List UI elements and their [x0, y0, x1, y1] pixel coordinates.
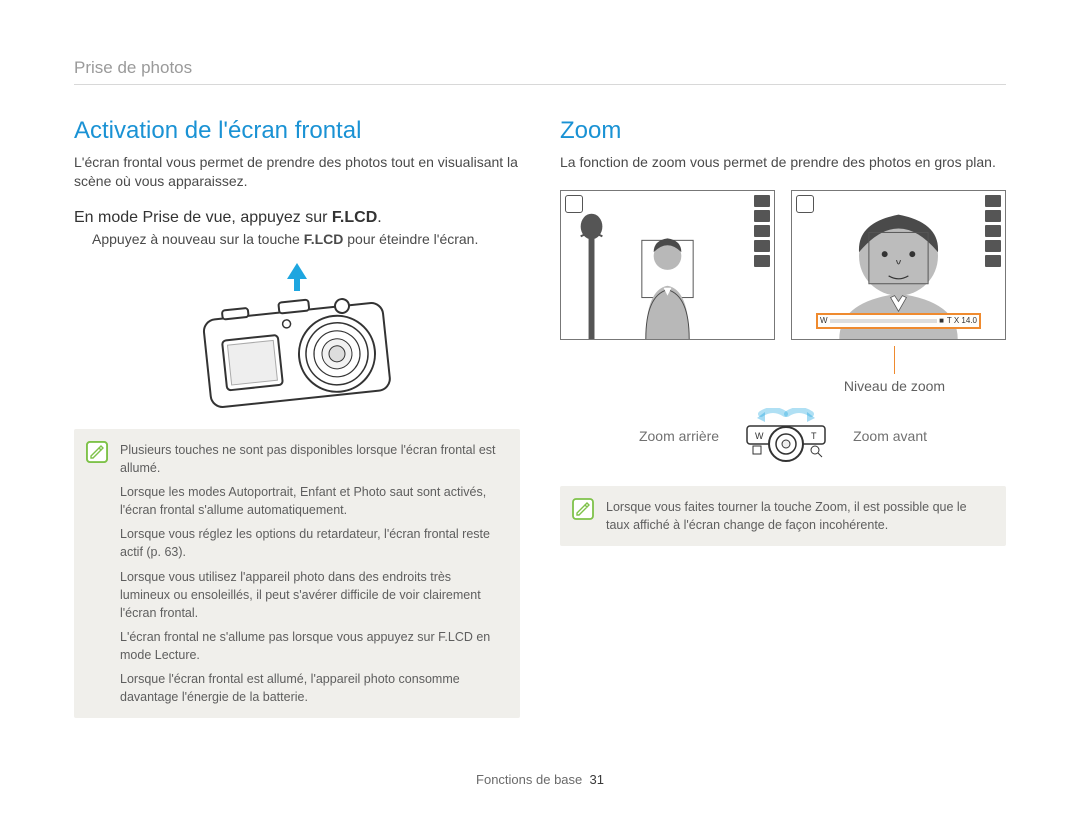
zoom-level-label: Niveau de zoom — [783, 378, 1006, 394]
figure-zoom-tele: W■T X 14.0 — [791, 190, 1006, 340]
breadcrumb: Prise de photos — [74, 58, 1006, 85]
left-column: Activation de l'écran frontal L'écran fr… — [74, 117, 520, 718]
substep-suffix: pour éteindre l'écran. — [343, 231, 478, 247]
note-item: Lorsque vous réglez les options du retar… — [120, 525, 504, 561]
note-item: Plusieurs touches ne sont pas disponible… — [120, 441, 504, 477]
note-item: Lorsque les modes Autoportrait, Enfant e… — [120, 483, 504, 519]
substep-front-lcd: Appuyez à nouveau sur la touche F.LCD po… — [92, 231, 520, 247]
notebox-left: Plusieurs touches ne sont pas disponible… — [74, 429, 520, 719]
status-icons — [985, 195, 1001, 267]
camera-illustration — [172, 261, 422, 411]
right-column: Zoom La fonction de zoom vous permet de … — [560, 117, 1006, 718]
step-prefix: En mode Prise de vue, appuyez sur — [74, 209, 332, 226]
step-key: F.LCD — [332, 209, 377, 226]
zoom-in-label: Zoom avant — [853, 428, 927, 444]
mode-icon — [565, 195, 583, 213]
zoom-out-label: Zoom arrière — [639, 428, 719, 444]
figure-zoom-wide — [560, 190, 775, 340]
svg-text:T: T — [811, 431, 817, 441]
notebox-right: Lorsque vous faites tourner la touche Zo… — [560, 486, 1006, 546]
step-front-lcd: En mode Prise de vue, appuyez sur F.LCD. — [74, 209, 520, 227]
intro-front-lcd: L'écran frontal vous permet de prendre d… — [74, 153, 520, 191]
page-footer: Fonctions de base 31 — [0, 772, 1080, 787]
note-pencil-icon — [572, 498, 594, 520]
substep-prefix: Appuyez à nouveau sur la touche — [92, 231, 304, 247]
zoom-level-bar: W■T X 14.0 — [816, 313, 981, 329]
note-item: Lorsque vous utilisez l'appareil photo d… — [120, 568, 504, 622]
note-item: Lorsque vous faites tourner la touche Zo… — [606, 498, 990, 534]
footer-section: Fonctions de base — [476, 772, 582, 787]
zoom-lever-illustration: W T — [743, 408, 829, 464]
step-suffix: . — [377, 209, 381, 226]
substep-key: F.LCD — [304, 231, 344, 247]
svg-text:W: W — [755, 431, 764, 441]
mode-icon — [796, 195, 814, 213]
intro-zoom: La fonction de zoom vous permet de prend… — [560, 153, 1006, 172]
status-icons — [754, 195, 770, 267]
page-number: 31 — [590, 772, 604, 787]
heading-front-lcd: Activation de l'écran frontal — [74, 117, 520, 145]
note-item: L'écran frontal ne s'allume pas lorsque … — [120, 628, 504, 664]
heading-zoom: Zoom — [560, 117, 1006, 145]
callout-line — [894, 346, 895, 374]
note-pencil-icon — [86, 441, 108, 463]
note-item: Lorsque l'écran frontal est allumé, l'ap… — [120, 670, 504, 706]
